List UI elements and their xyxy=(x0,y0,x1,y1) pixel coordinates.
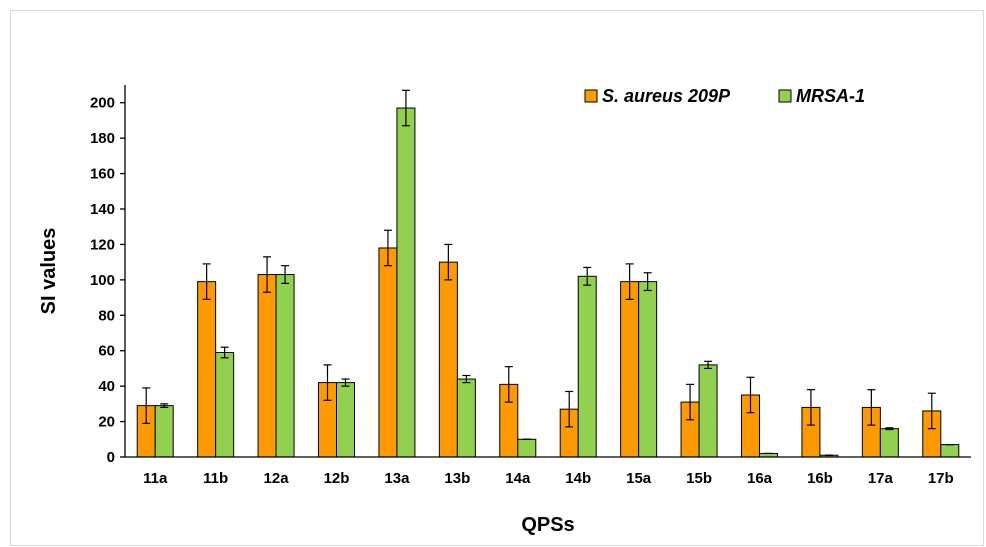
x-tick-label-14a: 14a xyxy=(505,470,531,487)
x-tick-label-11a: 11a xyxy=(143,470,168,487)
y-tick-label-60: 60 xyxy=(98,343,115,360)
x-tick-label-12b: 12b xyxy=(324,470,350,487)
bar-mrsa-17b xyxy=(940,444,960,458)
bar-chart: 11a 11b 12a 12b 13a 13b 14a 14b 15a 15b 16a 16b 17a 1… xyxy=(38,85,971,536)
x-tick-label-13a: 13a xyxy=(384,470,410,487)
bar-mrsa-12b xyxy=(336,382,355,458)
bar-mrsa-12a xyxy=(275,274,295,458)
bar-mrsa-13b xyxy=(456,378,476,458)
y-tick-label-120: 120 xyxy=(90,236,115,253)
bar-saureus-12a xyxy=(257,274,277,458)
axes-layer: 11a 11b 12a 12b 13a 13b 14a 14b 15a 15b 16a 16b 17a 1… xyxy=(90,85,971,487)
y-tick-label-160: 160 xyxy=(90,166,115,183)
y-tick-label-40: 40 xyxy=(98,378,115,395)
bar-mrsa-13a xyxy=(396,107,416,458)
x-tick-label-12a: 12a xyxy=(264,470,290,487)
bar-saureus-13a xyxy=(378,247,398,458)
x-tick-label-15a: 15a xyxy=(626,470,652,487)
bar-saureus-13b xyxy=(438,261,458,458)
y-axis-title: SI values xyxy=(38,228,60,315)
chart-frame: 11a 11b 12a 12b 13a 13b 14a 14b 15a 15b 16a 16b 17a 1… xyxy=(10,10,984,546)
x-tick-label-17a: 17a xyxy=(868,470,894,487)
x-tick-label-16b: 16b xyxy=(807,470,833,487)
x-tick-label-14b: 14b xyxy=(565,470,591,487)
bar-saureus-15a xyxy=(620,281,640,458)
bar-mrsa-14b xyxy=(577,275,597,458)
bar-mrsa-15a xyxy=(638,281,658,458)
bar-mrsa-11b xyxy=(215,351,235,458)
legend: S. aureus 209P MRSA-1 xyxy=(584,86,865,106)
y-tick-label-0: 0 xyxy=(107,449,115,466)
bar-mrsa-17a xyxy=(879,428,899,458)
bar-mrsa-15b xyxy=(698,364,718,458)
y-tick-label-200: 200 xyxy=(90,95,115,112)
bar-mrsa-14a xyxy=(517,438,537,458)
y-tick-label-80: 80 xyxy=(98,307,115,324)
y-tick-label-100: 100 xyxy=(90,272,115,289)
x-tick-label-17b: 17b xyxy=(928,470,954,487)
x-axis-title: QPSs xyxy=(521,514,574,536)
x-tick-label-13b: 13b xyxy=(444,470,470,487)
bar-saureus-11b xyxy=(197,281,217,458)
legend-label-mrsa: MRSA-1 xyxy=(796,86,865,106)
legend-swatch-mrsa xyxy=(778,89,792,103)
error-bars-layer xyxy=(142,89,954,456)
x-tick-label-16a: 16a xyxy=(747,470,773,487)
legend-swatch-saureus xyxy=(584,89,598,103)
x-tick-label-15b: 15b xyxy=(686,470,712,487)
y-tick-label-20: 20 xyxy=(98,414,115,431)
x-tick-label-11b: 11b xyxy=(203,470,228,487)
bars-layer xyxy=(136,107,960,458)
legend-label-saureus: S. aureus 209P xyxy=(602,86,731,106)
y-tick-label-180: 180 xyxy=(90,130,115,147)
bar-mrsa-11a xyxy=(154,405,174,458)
y-tick-label-140: 140 xyxy=(90,201,115,218)
